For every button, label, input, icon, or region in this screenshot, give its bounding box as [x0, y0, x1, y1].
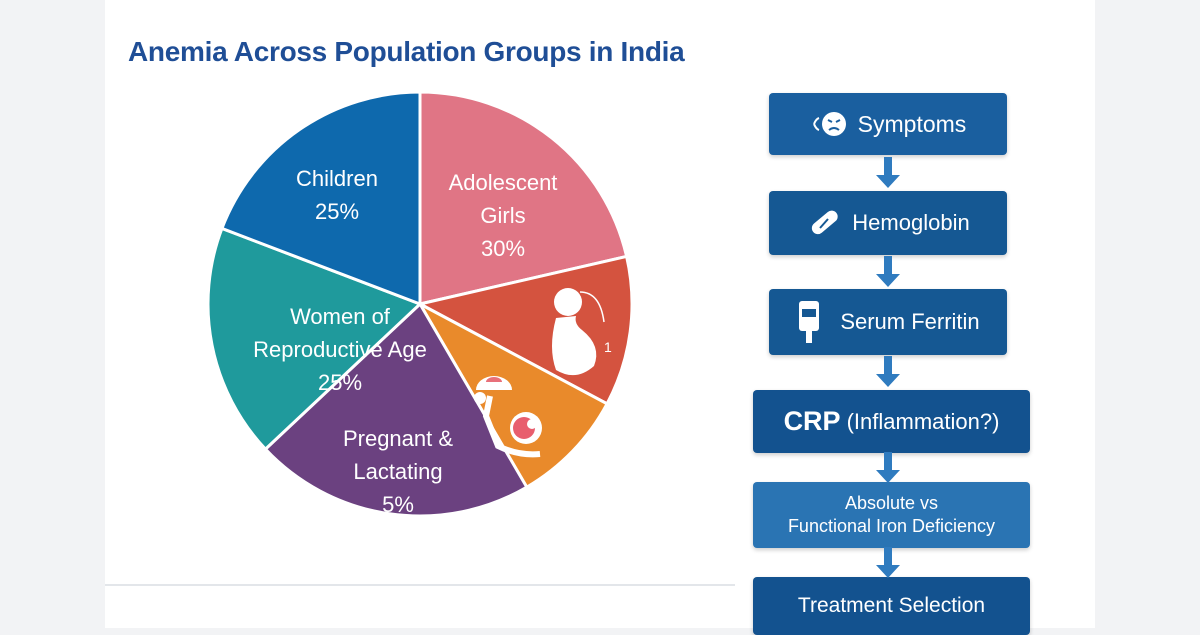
arrow-down-icon [876, 547, 900, 578]
slice-label: Children [296, 166, 378, 191]
slice-label: Girls [480, 203, 525, 228]
step-label-line: Absolute vs [844, 493, 939, 513]
arrow-down-icon [876, 256, 900, 287]
divider [105, 584, 735, 586]
slice-label: Women of [290, 304, 391, 329]
pie-slice [263, 301, 529, 518]
pill-icon [812, 210, 838, 235]
step-label: Symptoms [857, 110, 967, 137]
svg-text:1: 1 [604, 339, 612, 355]
pregnant-woman-icon: 1 [552, 288, 612, 376]
chart-title: Anemia Across Population Groups in India [128, 36, 685, 67]
step-label: (Inflammation?) [846, 408, 1000, 434]
slice-label: 30% [481, 236, 525, 261]
step-iron-deficiency-type: Absolute vs Functional Iron Deficiency [753, 482, 1030, 548]
step-label-bold: CRP [783, 406, 841, 436]
blood-bag-icon [799, 301, 820, 343]
pie-slice [418, 90, 629, 306]
step-treatment-selection: Treatment Selection [753, 577, 1030, 635]
step-serum-ferritin: Serum Ferritin [769, 289, 1007, 355]
step-label: Treatment Selection [797, 594, 986, 617]
sad-face-icon [812, 112, 846, 136]
arrow-down-icon [876, 356, 900, 387]
step-symptoms: Symptoms [769, 93, 1007, 155]
mother-baby-icon [474, 376, 542, 458]
step-hemoglobin: Hemoglobin [769, 191, 1007, 255]
slice-label: Pregnant & [343, 426, 453, 451]
pie-slice [219, 90, 422, 307]
pie-slice [416, 300, 610, 490]
slice-label: Lactating [353, 459, 442, 484]
pie-chart: Adolescent Girls 30% Pregnant & Lactating 5% W… [206, 90, 634, 518]
arrow-down-icon [876, 157, 900, 188]
step-label: Hemoglobin [852, 210, 970, 235]
slice-label: 5% [382, 492, 414, 517]
pie-slice [206, 226, 423, 452]
arrow-down-icon [876, 452, 900, 483]
slice-label: 25% [318, 370, 362, 395]
step-label: Serum Ferritin [840, 309, 980, 334]
slice-label: 25% [315, 199, 359, 224]
step-label-line: Functional Iron Deficiency [787, 516, 996, 536]
slice-label: Adolescent [449, 170, 558, 195]
step-crp: CRP (Inflammation?) [753, 390, 1030, 453]
slice-label: Reproductive Age [253, 337, 427, 362]
